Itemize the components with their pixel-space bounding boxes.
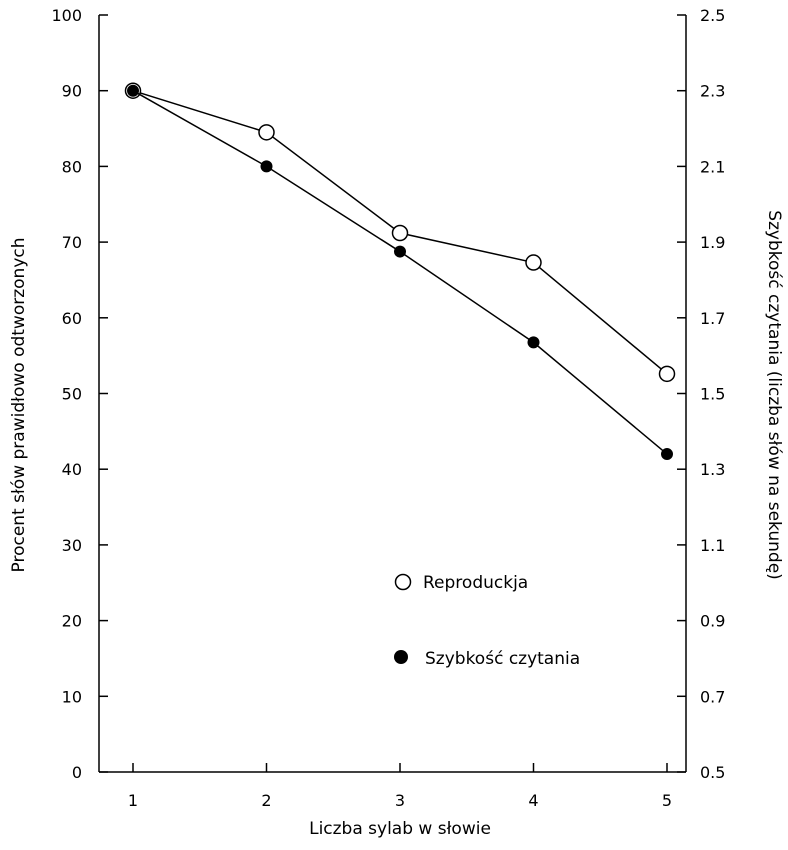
legend-label-reproducja: Reproduckja <box>423 573 528 593</box>
right-tick-label: 1.7 <box>700 309 725 328</box>
left-tick-label: 0 <box>72 763 82 782</box>
x-axis-ticks: 1 2 3 4 5 <box>128 763 672 810</box>
data-point-open <box>258 124 275 141</box>
series-1 <box>124 82 676 383</box>
right-tick-label: 0.7 <box>700 687 725 706</box>
right-tick-label: 0.9 <box>700 612 725 631</box>
x-tick-label: 2 <box>261 791 271 810</box>
right-axis-ticks: 0.5 0.7 0.9 1.1 1.3 1.5 1.7 1.9 2.1 2.3 2.5 <box>677 6 725 782</box>
data-point-filled <box>661 448 673 461</box>
data-point-filled <box>127 84 139 97</box>
data-point-filled <box>260 160 273 173</box>
left-tick-label: 90 <box>62 82 82 101</box>
left-tick-label: 60 <box>62 309 82 328</box>
axes <box>98 15 687 773</box>
left-y-axis-label: Procent słów prawidłowo odtworzonych <box>9 237 29 572</box>
right-tick-label: 0.5 <box>700 763 725 782</box>
data-point-open <box>525 254 542 271</box>
left-tick-label: 50 <box>62 385 82 404</box>
left-tick-label: 20 <box>62 612 82 631</box>
series-2 <box>127 84 673 461</box>
legend-marker-reproducja <box>394 573 412 591</box>
legend-marker-szybkosc-czytania <box>394 650 408 664</box>
left-tick-label: 70 <box>62 233 82 252</box>
left-tick-label: 100 <box>51 6 82 25</box>
x-tick-label: 3 <box>395 791 405 810</box>
x-tick-label: 1 <box>128 791 138 810</box>
data-point-open <box>391 224 409 242</box>
right-y-axis-label: Szybkość czytania (liczba słów na sekund… <box>764 210 784 580</box>
data-point-open <box>658 365 676 383</box>
x-axis-label: Liczba sylab w słowie <box>309 819 491 839</box>
x-tick-label: 4 <box>528 791 538 810</box>
left-tick-label: 10 <box>62 687 82 706</box>
data-point-filled <box>527 336 540 349</box>
right-tick-label: 1.3 <box>700 460 725 479</box>
left-tick-label: 80 <box>62 157 82 176</box>
left-tick-label: 30 <box>62 536 82 555</box>
series-layer <box>124 82 676 461</box>
right-tick-label: 1.9 <box>700 233 725 252</box>
right-tick-label: 2.3 <box>700 82 725 101</box>
right-tick-label: 1.1 <box>700 536 725 555</box>
legend: Reproduckja Szybkość czytania <box>394 573 580 669</box>
x-tick-label: 5 <box>662 791 672 810</box>
left-axis-ticks: 0 10 20 30 40 50 60 70 80 90 100 <box>51 6 108 782</box>
right-tick-label: 1.5 <box>700 385 725 404</box>
left-tick-label: 40 <box>62 460 82 479</box>
data-point-filled <box>394 245 406 258</box>
right-tick-label: 2.1 <box>700 157 725 176</box>
right-tick-label: 2.5 <box>700 6 725 25</box>
series-line <box>132 90 668 455</box>
legend-label-szybkosc-czytania: Szybkość czytania <box>425 649 580 669</box>
